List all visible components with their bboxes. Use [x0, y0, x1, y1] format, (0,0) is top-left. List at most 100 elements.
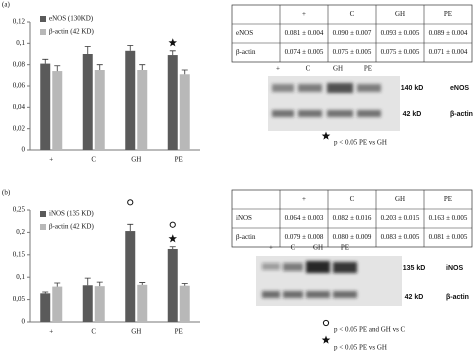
x-tick-label: C: [91, 156, 96, 164]
table-header: PE: [444, 10, 452, 18]
significance-star: [321, 335, 331, 344]
table-border: [231, 189, 473, 248]
x-tick-label: +: [49, 156, 53, 164]
legend-label: iNOS (135 KD): [49, 210, 94, 218]
x-tick-label: PE: [175, 156, 183, 164]
blot-image: [256, 256, 402, 306]
legend-swatch: [40, 224, 46, 230]
y-tick-label: 0,1: [16, 273, 25, 281]
y-tick-label: 0,08: [13, 60, 26, 68]
bar: [125, 231, 136, 322]
y-tick-label: 0,06: [13, 82, 26, 90]
error-bar: [84, 277, 91, 286]
table-header: C: [350, 195, 355, 203]
lane-label: +: [276, 65, 280, 73]
bar: [167, 248, 178, 322]
bar: [52, 286, 63, 322]
error-bar: [42, 58, 49, 64]
significance-star: [321, 131, 331, 140]
bar: [94, 286, 105, 322]
x-tick-label: GH: [131, 156, 141, 164]
bar: [40, 293, 51, 322]
legend-swatch: [40, 29, 46, 35]
table-cell: 0.089 ± 0.004: [429, 29, 468, 37]
error-bar: [181, 69, 188, 75]
bar: [82, 54, 93, 150]
table-cell: 0.082 ± 0.016: [333, 214, 372, 222]
band-name: iNOS: [446, 265, 463, 272]
table-cell: 0.083 ± 0.005: [381, 233, 420, 241]
table-header: PE: [444, 195, 452, 203]
x-tick-label: +: [49, 328, 53, 336]
lane-label: GH: [333, 65, 343, 73]
table-cell: 0.071 ± 0.004: [429, 48, 468, 56]
error-bar: [169, 50, 176, 56]
table-header: GH: [395, 10, 405, 18]
bar: [179, 74, 190, 150]
error-bar: [84, 46, 91, 54]
error-bar: [54, 282, 61, 287]
significance-circle: [127, 199, 134, 206]
table-header: +: [302, 10, 306, 18]
y-tick-label: 0,12: [13, 18, 26, 26]
y-tick-label: 0,05: [13, 295, 26, 303]
band-name: eNOS: [450, 85, 469, 92]
y-tick-label: 0,02: [13, 124, 26, 132]
table-header: GH: [395, 195, 405, 203]
bar: [137, 284, 148, 322]
error-bar: [96, 281, 103, 287]
table-cell: 0.090 ± 0.007: [333, 29, 372, 37]
band-size: 135 kD: [403, 265, 426, 272]
note: p < 0.05 PE vs GH: [334, 139, 387, 147]
table-cell: iNOS: [236, 214, 252, 222]
y-tick-label: 0: [22, 318, 26, 326]
panel-label: (b): [2, 189, 11, 197]
significance-circle: [169, 221, 176, 228]
table-cell: 0.080 ± 0.009: [333, 233, 372, 241]
x-tick-label: GH: [131, 328, 141, 336]
table-cell: 0.203 ± 0.015: [381, 214, 420, 222]
y-tick-label: 0: [22, 146, 26, 154]
y-tick-label: 0,2: [16, 228, 25, 236]
error-bar: [139, 64, 146, 70]
band-size: 42 kD: [405, 294, 424, 301]
table-cell: 0.081 ± 0.004: [285, 29, 324, 37]
note: p < 0.05 PE and GH vs C: [334, 326, 406, 334]
table-cell: eNOS: [236, 29, 253, 37]
table-cell: 0.081 ± 0.005: [429, 233, 468, 241]
table-cell: 0.163 ± 0.005: [429, 214, 468, 222]
legend-label: β-actin (42 KD): [49, 28, 94, 36]
error-bar: [127, 45, 134, 51]
x-tick-label: PE: [175, 328, 183, 336]
legend-swatch: [40, 211, 46, 217]
bar: [82, 285, 93, 322]
blot-image: [268, 76, 400, 131]
band-size: 42 kD: [403, 111, 422, 118]
table-cell: β-actin: [236, 233, 256, 241]
table-cell: 0.075 ± 0.005: [333, 48, 372, 56]
table-header: C: [350, 10, 355, 18]
table-header: +: [302, 195, 306, 203]
table-border: [231, 4, 473, 63]
lane-label: GH: [313, 244, 323, 252]
bar: [137, 70, 148, 150]
bar: [125, 50, 136, 150]
table-cell: 0.074 ± 0.005: [285, 48, 324, 56]
significance-circle: [322, 319, 330, 327]
error-bar: [139, 282, 146, 285]
significance-star: [168, 38, 177, 47]
note: p < 0.05 PE vs GH: [334, 344, 387, 352]
band-size: 140 kD: [401, 85, 424, 92]
error-bar: [54, 65, 61, 72]
error-bar: [127, 223, 134, 232]
lane-label: C: [306, 65, 311, 73]
table-cell: 0.075 ± 0.005: [381, 48, 420, 56]
x-tick-label: C: [91, 328, 96, 336]
significance-star: [168, 234, 177, 243]
legend-label: β-actin (42 KD): [49, 223, 94, 231]
table-cell: β-actin: [236, 48, 256, 56]
table-cell: 0.064 ± 0.003: [285, 214, 324, 222]
error-bar: [169, 246, 176, 249]
band-name: β-actin: [450, 111, 473, 118]
legend-label: eNOS (130KD): [49, 15, 94, 23]
